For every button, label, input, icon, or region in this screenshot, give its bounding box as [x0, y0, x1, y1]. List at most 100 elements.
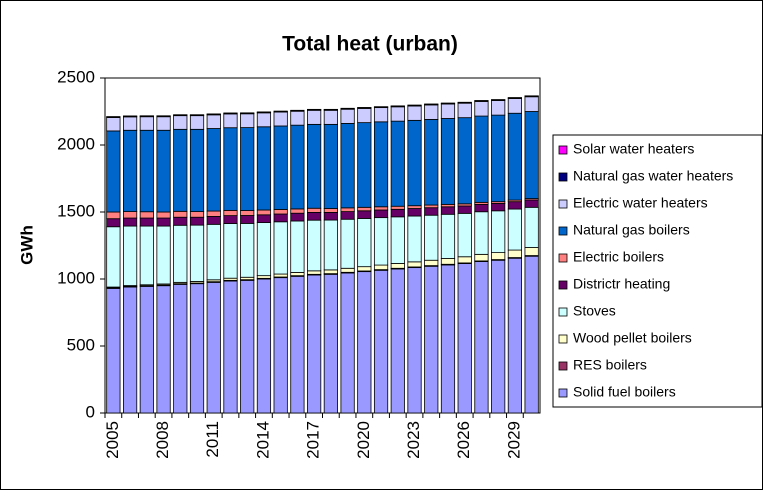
- bar-segment: [106, 218, 121, 228]
- bar-segment: [323, 109, 338, 125]
- bar-segment: [156, 116, 171, 131]
- bar-segment: [507, 208, 522, 251]
- bar-segment: [156, 217, 171, 227]
- bar-segment: [256, 278, 272, 414]
- y-tick-label: 1500: [57, 201, 95, 220]
- bar-segment: [240, 113, 255, 128]
- bar-segment: [457, 256, 472, 264]
- legend-label: RES boilers: [573, 357, 647, 373]
- bar-segment: [123, 286, 138, 414]
- bar-segment: [323, 269, 338, 275]
- bar-segment: [457, 205, 472, 214]
- bar-segment: [290, 220, 305, 273]
- bar-segment: [173, 216, 188, 226]
- bar-segment: [373, 217, 389, 266]
- bar-segment: [240, 127, 255, 211]
- bar-segment: [524, 96, 539, 112]
- y-tick-label: 2000: [57, 134, 95, 153]
- bar-segment: [340, 218, 355, 269]
- bar-segment: [123, 217, 138, 227]
- bar-segment: [340, 267, 355, 273]
- bar-segment: [407, 105, 422, 121]
- x-tick-label: 2011: [203, 421, 222, 458]
- bar-segment: [173, 115, 188, 130]
- bar-segment: [491, 100, 506, 116]
- bar-segment: [474, 253, 489, 262]
- bar-segment: [206, 223, 221, 281]
- bar-segment: [507, 257, 522, 414]
- bar-segment: [424, 119, 439, 206]
- bar-segment: [373, 269, 389, 414]
- bar-segment: [357, 218, 372, 268]
- bar-segment: [507, 112, 522, 201]
- bar-segment: [307, 270, 322, 275]
- bar-segment: [357, 108, 372, 124]
- bar-segment: [307, 212, 322, 221]
- legend-swatch: [558, 145, 568, 155]
- bar-segment: [357, 210, 372, 219]
- bar-segment: [390, 106, 405, 122]
- bar-segment: [457, 102, 472, 119]
- bar-segment: [524, 206, 539, 248]
- bar-segment: [307, 219, 322, 272]
- bar-segment: [189, 224, 205, 282]
- bar-segment: [390, 268, 405, 414]
- y-tick-label: 2500: [57, 67, 95, 86]
- bar-segment: [323, 208, 338, 213]
- bar-segment: [390, 216, 405, 264]
- bar-segment: [273, 209, 288, 215]
- bar-segment: [123, 116, 138, 131]
- bar-segment: [440, 103, 456, 119]
- bar-segment: [240, 279, 255, 414]
- bar-segment: [156, 129, 171, 213]
- bar-segment: [156, 225, 171, 285]
- legend-label: Districtr heating: [573, 276, 670, 292]
- bar-segment: [457, 117, 472, 205]
- bar-segment: [139, 217, 154, 227]
- bar-segment: [474, 101, 489, 117]
- bar-segment: [256, 214, 272, 223]
- bar-segment: [373, 209, 389, 219]
- bar-segment: [139, 225, 154, 286]
- bar-segment: [156, 211, 171, 219]
- bar-segment: [507, 201, 522, 210]
- bar-segment: [223, 127, 238, 211]
- legend-swatch: [558, 361, 568, 371]
- bar-segment: [474, 203, 489, 213]
- bar-segment: [256, 222, 272, 277]
- bar-segment: [440, 118, 456, 205]
- bar-segment: [323, 273, 338, 414]
- bar-segment: [223, 280, 238, 414]
- bar-segment: [457, 263, 472, 414]
- legend-swatch: [558, 199, 568, 209]
- bar-segment: [390, 205, 405, 210]
- bar-segment: [424, 204, 439, 209]
- bar-segment: [507, 249, 522, 258]
- bar-segment: [307, 207, 322, 213]
- legend-label: Stoves: [573, 303, 616, 319]
- bar-segment: [491, 210, 506, 254]
- bar-segment: [323, 219, 338, 271]
- legend-swatch: [558, 226, 568, 236]
- legend-box: [552, 134, 763, 408]
- bar-segment: [323, 212, 338, 221]
- bar-segment: [223, 113, 238, 129]
- bar-segment: [474, 211, 489, 255]
- bar-segment: [206, 210, 221, 217]
- bar-segment: [407, 119, 422, 207]
- bar-segment: [206, 216, 221, 225]
- bar-segment: [524, 111, 539, 199]
- bar-segment: [273, 277, 288, 414]
- legend-label: Natural gas boilers: [573, 222, 690, 238]
- bar-segment: [273, 213, 288, 223]
- y-tick-label: 0: [86, 402, 95, 421]
- legend-swatch: [558, 334, 568, 344]
- x-tick-label: 2026: [454, 421, 473, 459]
- bar-segment: [440, 213, 456, 259]
- legend-label: Solid fuel boilers: [573, 384, 676, 400]
- bar-segment: [491, 259, 506, 414]
- bar-segment: [106, 117, 121, 132]
- legend-swatch: [558, 280, 568, 290]
- bar-segment: [273, 125, 288, 210]
